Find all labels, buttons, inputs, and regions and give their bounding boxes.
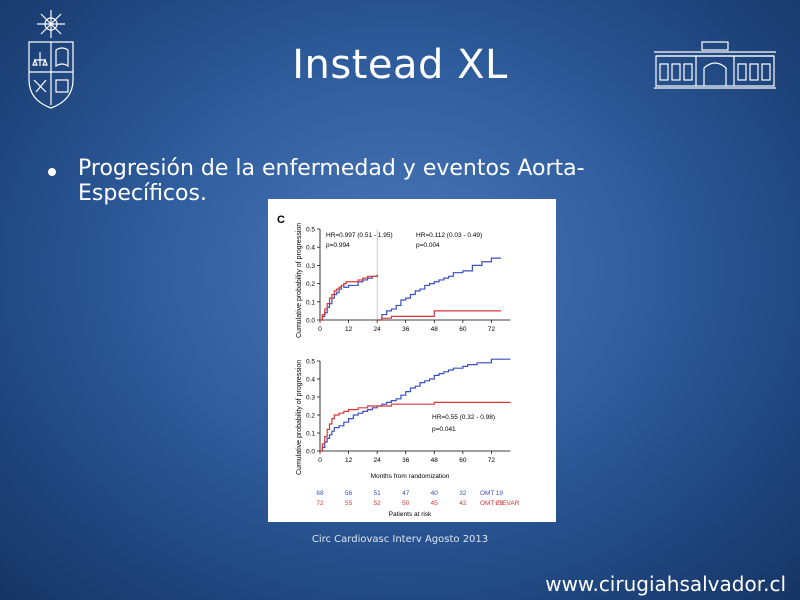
risk-value: 50 xyxy=(402,500,410,507)
kaplan-meier-figure: C Cumulative probability of progression … xyxy=(268,199,556,522)
risk-value: 42 xyxy=(459,500,467,507)
university-crest-logo xyxy=(22,10,80,110)
risk-row-label: OMT xyxy=(480,490,494,497)
bottom-annotation-hr: HR=0.55 (0.32 - 0.98) xyxy=(432,414,495,421)
x-tick-label: 72 xyxy=(488,326,496,333)
x-tick-label: 0 xyxy=(318,457,322,464)
top-annotation-right-hr: HR=0.112 (0.03 - 0.49) xyxy=(416,232,482,239)
y-tick-label: 0.5 xyxy=(306,359,315,366)
risk-value: 56 xyxy=(345,490,353,497)
x-tick-label: 60 xyxy=(459,326,467,333)
bullet-item: Progresión de la enfermedad y eventos Ao… xyxy=(48,156,688,206)
risk-value: 47 xyxy=(402,490,410,497)
y-tick-label: 0.4 xyxy=(306,245,315,252)
x-tick-label: 48 xyxy=(431,326,439,333)
risk-value: 51 xyxy=(374,490,382,497)
y-tick-label: 0.4 xyxy=(306,377,315,384)
series-line-omt xyxy=(377,257,501,321)
bottom-plot-panel: 0.0 0.1 0.2 0.3 0.4 0.5 0 12 24 36 48 60 72 xyxy=(306,358,511,464)
bottom-xlabel: Months from randomization xyxy=(371,473,450,480)
risk-value: 45 xyxy=(431,500,439,507)
y-tick-label: 0.2 xyxy=(306,413,315,420)
website-url: www.cirugiahsalvador.cl xyxy=(545,572,786,596)
risk-value: 68 xyxy=(316,490,324,497)
x-tick-label: 24 xyxy=(374,457,382,464)
x-tick-label: 24 xyxy=(374,326,382,333)
bottom-annotation-p: p=0.041 xyxy=(432,426,456,433)
bullet-text: Progresión de la enfermedad y eventos Ao… xyxy=(78,156,585,206)
top-annotation-left-p: p=0.994 xyxy=(326,242,350,249)
y-tick-label: 0.0 xyxy=(306,318,315,325)
risk-table-title: Patients at risk xyxy=(389,511,432,518)
risk-value: 55 xyxy=(345,500,353,507)
panel-label: C xyxy=(277,214,285,226)
series-line-omt-tevar xyxy=(320,401,511,452)
bullet-dot-icon xyxy=(48,168,56,176)
x-tick-label: 36 xyxy=(402,457,410,464)
top-plot-panel: 0.0 0.1 0.2 0.3 0.4 0.5 0 12 24 36 48 60 72 xyxy=(306,227,511,333)
y-tick-label: 0.1 xyxy=(306,299,315,306)
top-ylabel: Cumulative probability of progression xyxy=(296,223,303,338)
risk-value: 40 xyxy=(431,490,439,497)
y-tick-label: 0.2 xyxy=(306,281,315,288)
kaplan-meier-svg: C Cumulative probability of progression … xyxy=(277,214,520,518)
risk-value: 23 xyxy=(496,500,504,507)
risk-value: 52 xyxy=(374,500,382,507)
x-tick-label: 48 xyxy=(431,457,439,464)
x-tick-label: 60 xyxy=(459,457,467,464)
citation-text: Circ Cardiovasc Interv Agosto 2013 xyxy=(311,534,489,545)
slide-title: Instead XL xyxy=(292,42,508,88)
x-tick-label: 72 xyxy=(488,457,496,464)
top-annotation-left-hr: HR=0.997 (0.51 - 1.95) xyxy=(326,232,393,239)
y-tick-label: 0.3 xyxy=(306,395,315,402)
x-tick-label: 12 xyxy=(345,457,353,464)
x-tick-label: 36 xyxy=(402,326,410,333)
risk-value: 72 xyxy=(316,500,324,507)
y-tick-label: 0.0 xyxy=(306,449,315,456)
risk-row-label: OMT+TEVAR xyxy=(480,500,520,507)
top-annotation-right-p: p=0.004 xyxy=(416,242,440,249)
bottom-ylabel: Cumulative probability of progression xyxy=(296,360,303,475)
x-tick-label: 12 xyxy=(345,326,353,333)
risk-value: 19 xyxy=(496,490,504,497)
series-line-omt-tevar xyxy=(377,310,501,321)
y-tick-label: 0.3 xyxy=(306,263,315,270)
risk-value: 32 xyxy=(459,490,467,497)
series-line-omt-tevar xyxy=(320,274,378,321)
hospital-building-logo xyxy=(652,40,778,92)
y-tick-label: 0.5 xyxy=(306,227,315,234)
y-tick-label: 0.1 xyxy=(306,431,315,438)
x-tick-label: 0 xyxy=(318,326,322,333)
series-line-omt xyxy=(320,358,511,452)
